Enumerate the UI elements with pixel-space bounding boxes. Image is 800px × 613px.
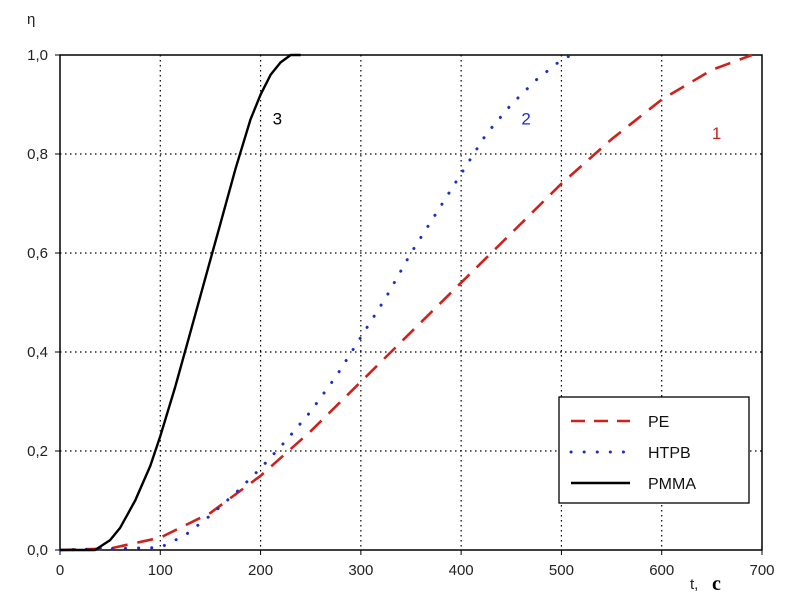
y-tick-label: 0,4 (27, 344, 48, 361)
x-tick-label: 300 (348, 562, 373, 579)
curve-number-label: 3 (273, 109, 282, 128)
y-tick-label: 0,6 (27, 245, 48, 262)
x-tick-label: 200 (248, 562, 273, 579)
legend-label-htpb: HTPB (648, 445, 691, 462)
series-group (58, 53, 753, 552)
x-tick-label: 400 (449, 562, 474, 579)
curve-number-label: 1 (712, 124, 721, 143)
y-tick-label: 0,8 (27, 146, 48, 163)
legend-label-pmma: PMMA (648, 476, 696, 493)
series-line-pe (59, 53, 753, 552)
x-tick-label: 100 (148, 562, 173, 579)
x-axis-ticks: 0 100 200 300 400 500 600 700 (56, 550, 775, 579)
x-tick-label: 500 (549, 562, 574, 579)
legend: PE HTPB PMMA (558, 396, 750, 504)
series-line-htpb (58, 53, 573, 552)
x-tick-label: 0 (56, 562, 64, 579)
legend-box (558, 396, 750, 504)
plot-frame (59, 54, 763, 551)
series-line-pmma (60, 53, 301, 552)
x-tick-label: 600 (649, 562, 674, 579)
x-axis-label: t, (690, 576, 698, 593)
y-tick-label: 0,2 (27, 443, 48, 460)
x-axis-unit: c (712, 573, 721, 595)
x-tick-label: 700 (749, 562, 774, 579)
legend-label-pe: PE (648, 414, 669, 431)
y-axis-label: η (27, 11, 35, 28)
y-axis-ticks: 0,0 0,2 0,4 0,6 0,8 1,0 (27, 47, 60, 559)
y-tick-label: 1,0 (27, 47, 48, 64)
y-tick-label: 0,0 (27, 542, 48, 559)
curve-number-labels: 1 2 3 (273, 109, 722, 143)
curve-number-label: 2 (521, 109, 530, 128)
